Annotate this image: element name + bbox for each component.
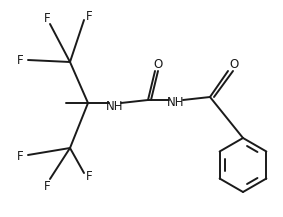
Text: F: F bbox=[44, 13, 50, 26]
Text: O: O bbox=[153, 58, 163, 71]
Text: F: F bbox=[17, 151, 23, 163]
Text: NH: NH bbox=[167, 97, 185, 110]
Text: F: F bbox=[86, 171, 92, 184]
Text: NH: NH bbox=[106, 100, 124, 112]
Text: F: F bbox=[86, 10, 92, 23]
Text: F: F bbox=[17, 54, 23, 66]
Text: O: O bbox=[230, 58, 239, 71]
Text: F: F bbox=[44, 179, 50, 192]
